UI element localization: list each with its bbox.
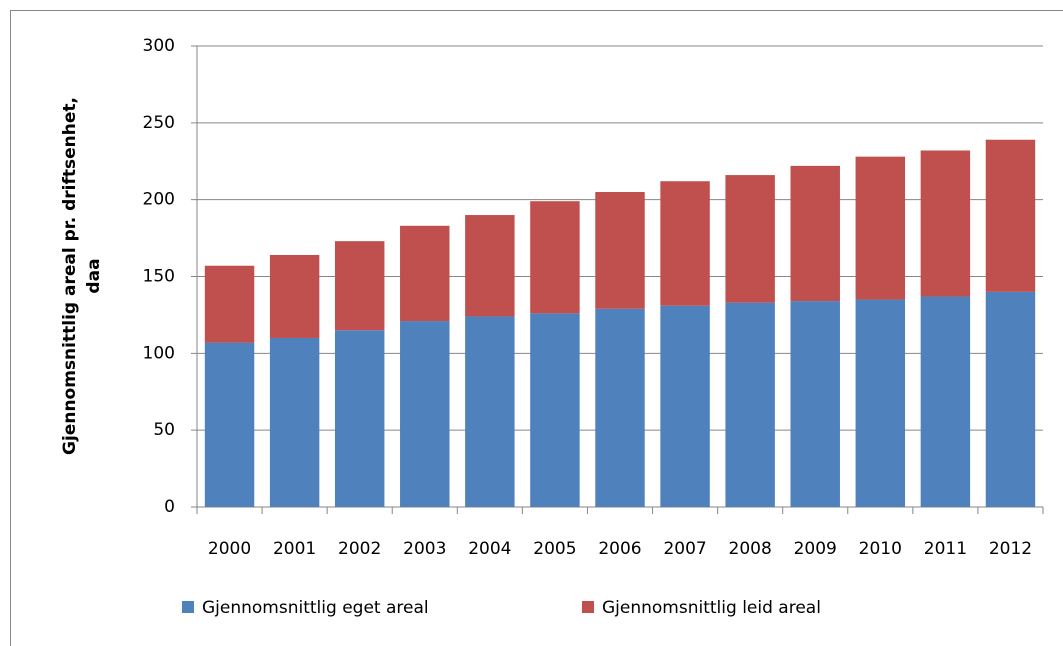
bar-segment [269,337,320,507]
bar-segment [400,225,450,322]
x-tick-label: 2005 [533,539,576,559]
bar-segment [790,165,840,302]
x-tick-label: 2008 [729,539,772,559]
legend-label: Gjennomsnittlig eget areal [202,598,429,618]
bar-segment [465,215,515,317]
y-tick-label: 150 [143,267,175,287]
x-tick-label: 2007 [663,539,706,559]
x-tick-label: 2010 [859,539,902,559]
bar-segment [985,291,1036,507]
x-tick-label: 2011 [924,539,967,559]
x-tick-label: 2012 [989,539,1032,559]
legend-swatch [182,601,194,613]
bar-segment [334,330,385,507]
y-tick-label: 300 [143,36,175,56]
bar-segment [725,302,775,507]
bar-segment [855,156,906,300]
y-tick-label: 100 [143,343,175,363]
x-tick-label: 2003 [403,539,446,559]
bar-segment [660,181,710,306]
bar-segment [920,296,971,507]
bar-segment [855,299,906,507]
bar-segment [530,201,580,314]
x-tick-label: 2004 [468,539,511,559]
y-tick-label: 50 [153,420,175,440]
y-tick-label: 0 [164,497,175,517]
x-tick-label: 2001 [273,539,316,559]
x-tick-label: 2000 [208,539,251,559]
bar-segment [269,254,320,338]
bar-segment [985,139,1036,292]
bar-segment [530,313,580,507]
bar-segment [204,342,255,507]
bar-segment [920,150,971,297]
y-axis-title-line: Gjennomsnittlig areal pr. driftsenhet, [60,97,80,455]
bar-segment [204,265,255,343]
bar-segment [465,316,515,507]
y-tick-label: 250 [143,113,175,133]
x-tick-label: 2002 [338,539,381,559]
bar-segment [660,305,710,507]
x-tick-label: 2006 [598,539,641,559]
chart-frame [10,10,1063,646]
bar-segment [595,308,645,507]
bar-segment [334,241,385,331]
legend-swatch [582,601,594,613]
bar-segment [790,301,840,507]
y-axis-title: Gjennomsnittlig areal pr. driftsenhet, d… [60,97,104,455]
bar-segment [400,321,450,507]
x-tick-label: 2009 [794,539,837,559]
bar-segment [595,191,645,309]
bar-segment [725,175,775,303]
y-axis-title-line: daa [84,258,104,293]
y-tick-label: 200 [143,190,175,210]
legend-label: Gjennomsnittlig leid areal [602,598,821,618]
